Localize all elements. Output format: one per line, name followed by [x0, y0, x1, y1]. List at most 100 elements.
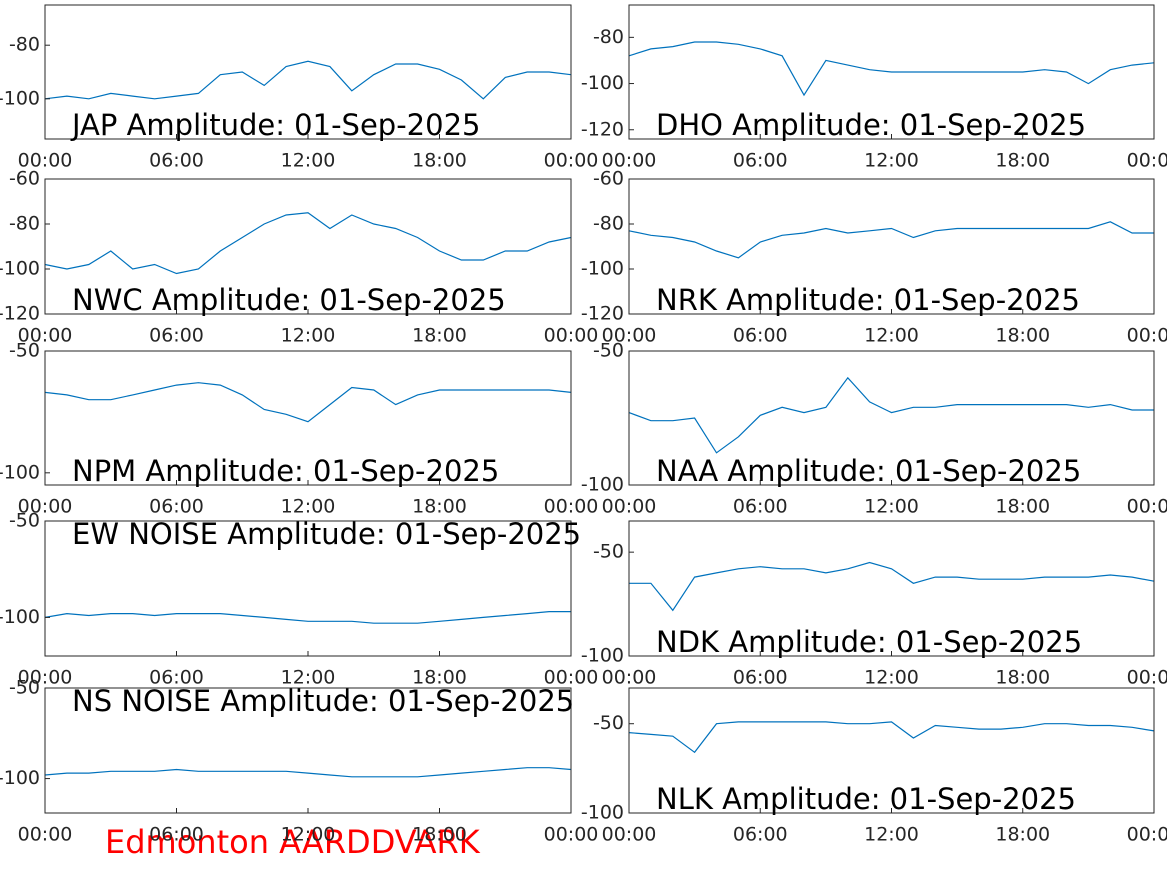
data-line: [628, 376, 1154, 454]
x-tick-label: 00:00: [1127, 325, 1167, 347]
x-tick-label: 12:00: [281, 824, 336, 846]
y-tick-label: -50: [9, 510, 40, 532]
x-tick-label: 18:00: [995, 496, 1050, 518]
x-tick-label: 00:00: [544, 150, 599, 172]
plot-area: [629, 688, 1154, 813]
panel-title: NS NOISE Amplitude: 01-Sep-2025: [72, 684, 574, 718]
panel-title: EW NOISE Amplitude: 01-Sep-2025: [72, 517, 581, 551]
panel-title: NDK Amplitude: 01-Sep-2025: [656, 625, 1082, 659]
plot-area: [629, 351, 1154, 485]
y-tick-label: -50: [9, 677, 40, 699]
x-tick-label: 06:00: [149, 150, 204, 172]
y-tick-label: -60: [593, 168, 624, 190]
data-line: [44, 611, 571, 624]
x-tick-label: 06:00: [733, 824, 788, 846]
y-tick-label: -100: [581, 802, 624, 824]
data-line: [44, 767, 572, 778]
panel-title: JAP Amplitude: 01-Sep-2025: [70, 108, 480, 142]
y-tick-label: -50: [593, 541, 624, 563]
data-line: [628, 221, 1154, 259]
x-tick-label: 00:00: [544, 496, 599, 518]
y-tick-label: -100: [581, 72, 624, 94]
x-tick-label: 12:00: [864, 824, 919, 846]
x-tick-label: 18:00: [412, 824, 467, 846]
x-tick-label: 12:00: [281, 325, 336, 347]
panel-title: NPM Amplitude: 01-Sep-2025: [72, 454, 499, 488]
x-tick-label: 12:00: [281, 150, 336, 172]
x-tick-label: 18:00: [412, 150, 467, 172]
panel-title: NLK Amplitude: 01-Sep-2025: [656, 782, 1076, 816]
x-tick-label: 00:00: [1127, 667, 1167, 689]
x-tick-label: 00:00: [18, 824, 73, 846]
y-tick-label: -60: [9, 168, 40, 190]
y-tick-label: -100: [0, 767, 40, 789]
panel-title: NAA Amplitude: 01-Sep-2025: [656, 454, 1081, 488]
x-tick-label: 18:00: [995, 150, 1050, 172]
y-tick-label: -100: [581, 258, 624, 280]
y-tick-label: -100: [0, 461, 40, 483]
x-tick-label: 06:00: [149, 824, 204, 846]
x-tick-label: 18:00: [995, 325, 1050, 347]
x-tick-label: 00:00: [1127, 824, 1167, 846]
footer: Edmonton AARDDVARK: [105, 823, 481, 861]
x-tick-label: 12:00: [281, 496, 336, 518]
panel-title: NWC Amplitude: 01-Sep-2025: [72, 283, 506, 317]
y-tick-label: -100: [0, 87, 40, 109]
x-tick-label: 00:00: [18, 325, 73, 347]
y-tick-label: -120: [581, 118, 624, 140]
x-tick-label: 00:00: [602, 667, 657, 689]
x-tick-label: 00:00: [18, 150, 73, 172]
x-tick-label: 12:00: [281, 667, 336, 689]
panel-title: NRK Amplitude: 01-Sep-2025: [656, 283, 1080, 317]
x-tick-label: 00:00: [18, 496, 73, 518]
x-tick-label: 06:00: [149, 496, 204, 518]
y-tick-label: -100: [581, 645, 624, 667]
x-tick-label: 00:00: [602, 150, 657, 172]
y-tick-label: -50: [9, 340, 40, 362]
x-tick-label: 06:00: [733, 496, 788, 518]
y-tick-label: -50: [593, 340, 624, 362]
y-tick-label: -80: [9, 34, 40, 56]
x-tick-label: 00:00: [1127, 150, 1167, 172]
x-tick-label: 18:00: [412, 496, 467, 518]
x-tick-label: 00:00: [602, 325, 657, 347]
x-tick-label: 18:00: [412, 325, 467, 347]
x-tick-label: 18:00: [995, 667, 1050, 689]
plot-area: [45, 179, 571, 314]
x-tick-label: 18:00: [995, 824, 1050, 846]
x-tick-label: 00:00: [602, 824, 657, 846]
plot-area: [45, 688, 571, 813]
data-line: [44, 212, 572, 275]
x-tick-label: 00:00: [18, 667, 73, 689]
x-tick-label: 18:00: [412, 667, 467, 689]
x-tick-label: 12:00: [864, 496, 919, 518]
x-tick-label: 06:00: [733, 325, 788, 347]
panel-title: DHO Amplitude: 01-Sep-2025: [656, 108, 1086, 142]
x-tick-label: 00:00: [544, 325, 599, 347]
y-tick-label: -120: [0, 303, 40, 325]
x-tick-label: 12:00: [864, 325, 919, 347]
y-tick-label: -100: [581, 474, 624, 496]
x-tick-label: 00:00: [544, 824, 599, 846]
plot-area: [629, 521, 1154, 656]
x-tick-label: 06:00: [149, 667, 204, 689]
plot-area: [629, 179, 1154, 314]
y-tick-label: -80: [593, 213, 624, 235]
x-tick-label: 06:00: [733, 150, 788, 172]
plot-area: [45, 521, 571, 656]
y-tick-label: -50: [593, 712, 624, 734]
data-line: [44, 60, 572, 100]
x-tick-label: 12:00: [864, 150, 919, 172]
plot-area: [45, 5, 571, 139]
plot-area: [45, 351, 571, 485]
data-line: [629, 561, 1155, 612]
y-tick-label: -80: [9, 213, 40, 235]
data-line: [44, 382, 572, 423]
y-tick-label: -100: [0, 606, 40, 628]
x-tick-label: 12:00: [864, 667, 919, 689]
x-tick-label: 00:00: [544, 667, 599, 689]
y-tick-label: -80: [593, 26, 624, 48]
x-tick-label: 06:00: [733, 667, 788, 689]
